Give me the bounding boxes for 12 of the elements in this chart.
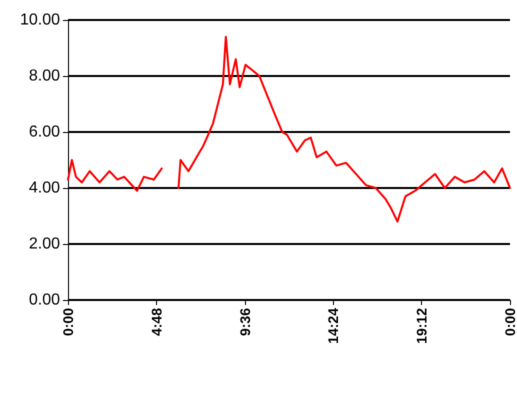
y-tick-label: 6.00 — [28, 124, 60, 140]
y-tick-label: 0.00 — [28, 292, 60, 308]
y-tick-label: 4.00 — [28, 180, 60, 196]
x-tick-label: 14:24 — [325, 308, 342, 344]
y-tick-label: 8.00 — [28, 68, 60, 84]
y-tick-label: 10.00 — [20, 12, 60, 28]
x-tick-label: 0:00 — [60, 308, 76, 336]
x-tick-label: 4:48 — [148, 308, 164, 336]
x-tick-label: 0:00 — [502, 308, 517, 336]
x-tick-label: 9:36 — [236, 308, 253, 336]
y-tick-label: 2.00 — [28, 236, 60, 252]
x-tick-label: 19:12 — [414, 308, 430, 344]
